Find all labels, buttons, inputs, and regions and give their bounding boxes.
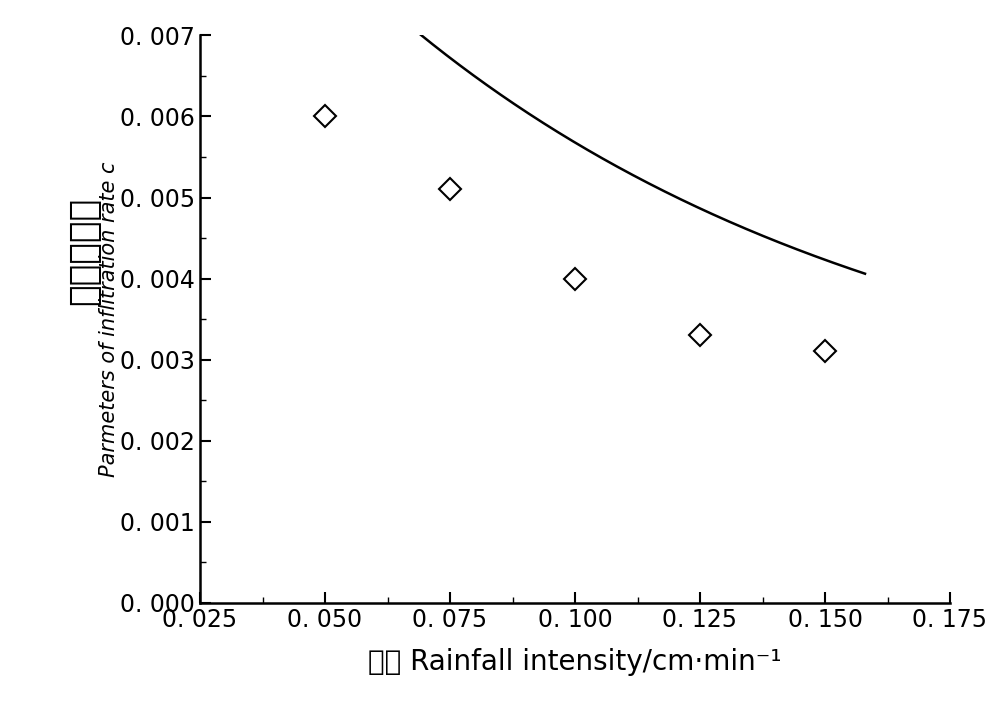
Text: 入渗率参数: 入渗率参数 xyxy=(67,197,101,305)
Y-axis label: Parmeters of inflitration rate c: Parmeters of inflitration rate c xyxy=(99,162,119,476)
X-axis label: 雨强 Rainfall intensity/cm·min⁻¹: 雨强 Rainfall intensity/cm·min⁻¹ xyxy=(368,648,782,676)
